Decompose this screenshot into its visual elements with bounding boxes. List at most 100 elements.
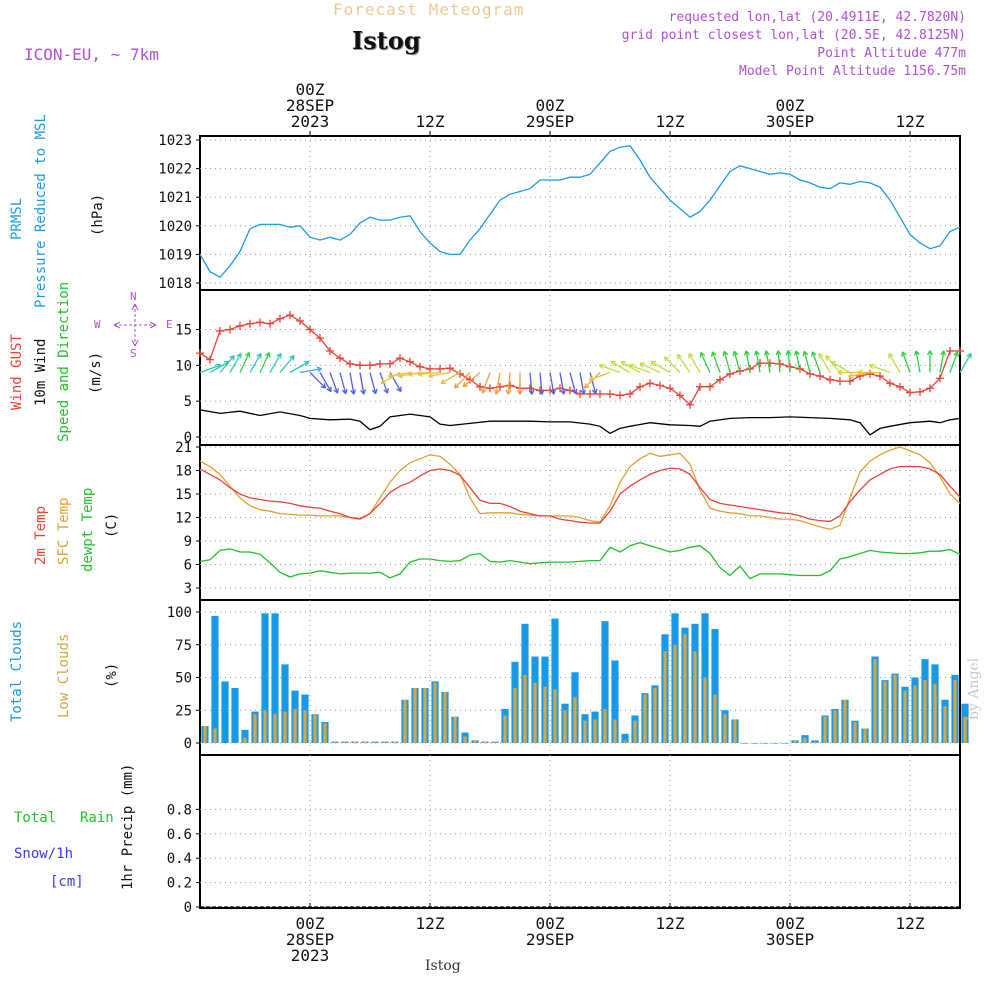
wind-arrow-head (528, 389, 535, 395)
wind-arrow-head (407, 371, 413, 378)
low-cloud-bar (273, 714, 277, 743)
wind-direction-arrow (949, 351, 959, 373)
wind-arrow-head (397, 372, 404, 379)
y-tick-label: 15 (175, 487, 192, 503)
wind-direction-arrow (676, 354, 691, 373)
y-tick-label: 12 (175, 511, 192, 527)
total-cloud-bar (741, 743, 749, 744)
station-title: Istog (352, 26, 421, 55)
wind10m-line (199, 409, 961, 436)
wind-direction-arrow (309, 372, 327, 389)
wind-arrow-head (711, 351, 717, 357)
wind-arrow-head (517, 389, 523, 395)
low-cloud-bar (213, 728, 217, 743)
panel-frame-0 (199, 135, 961, 291)
low-cloud-bar (523, 674, 527, 743)
total-cloud-bar (771, 743, 779, 744)
total-cloud-bar (781, 743, 789, 744)
total-cloud-bar (231, 687, 239, 743)
y-tick-label: 0.2 (167, 876, 192, 892)
wind-arrow-head (676, 353, 683, 360)
wind-arrow-head (580, 389, 587, 395)
t2m-temp-line (199, 465, 961, 524)
wind-arrow-head (350, 389, 357, 395)
gust-marker (596, 390, 604, 398)
low-cloud-bar (583, 720, 587, 743)
low-cloud-bar (943, 706, 947, 743)
time-tick-label: 12Z (416, 914, 445, 933)
wind-direction-arrow (539, 372, 543, 395)
wind-arrow-head (453, 383, 460, 389)
wind-arrow-head (663, 356, 670, 362)
low-cloud-bar (813, 741, 817, 743)
grid-point-coords: grid point closest lon,lat (20.5E, 42.81… (621, 28, 966, 43)
wind-arrow-head (462, 381, 469, 388)
total-cloud-bar (221, 681, 229, 743)
wind-arrow-head (380, 378, 386, 385)
wind-arrow-head (550, 389, 557, 395)
gust-marker (636, 382, 644, 391)
gust-marker (346, 359, 354, 368)
time-tick-label: 2023 (291, 112, 330, 131)
low-cloud-bar (303, 710, 307, 743)
wind-direction-arrow (803, 351, 811, 373)
gust-marker (866, 369, 874, 378)
compass-south: S (130, 347, 137, 360)
low-cloud-bar (323, 723, 327, 743)
gust-marker (646, 379, 654, 388)
wind-arrow-head (793, 350, 800, 356)
y-tick-label: 6 (184, 558, 192, 574)
compass-east: E (166, 318, 173, 331)
model-altitude: Model Point Altitude 1156.75m (739, 64, 966, 79)
gust-marker (936, 374, 944, 383)
low-cloud-bar (333, 741, 337, 743)
low-cloud-bar (203, 725, 207, 743)
wind-direction-arrow (388, 371, 411, 377)
wind-direction-arrow (199, 364, 221, 374)
wind-arrow-head (538, 389, 545, 395)
wind-arrow-head (560, 389, 567, 395)
low-cloud-bar (453, 716, 457, 743)
wind-direction-arrow (589, 372, 597, 394)
gust-marker (406, 357, 414, 366)
wind-direction-arrow (755, 350, 761, 373)
low-cloud-bar (443, 691, 447, 743)
y-tick-label: 0.8 (167, 802, 192, 818)
wind-arrow-head (481, 388, 487, 394)
wind-arrow-head (953, 351, 959, 357)
y-tick-label: 18 (175, 464, 192, 480)
total-cloud-bar (621, 733, 629, 743)
time-tick-label: 00Z (536, 914, 565, 933)
wind-arrow-head (229, 355, 235, 361)
wind-arrow-head (417, 371, 423, 378)
gust-marker (686, 400, 694, 409)
wind-direction-arrow (219, 355, 235, 373)
wind-arrow-head (927, 350, 933, 356)
gust-marker (396, 354, 404, 363)
gust-marker (756, 359, 764, 368)
gust-marker (366, 361, 374, 370)
low-cloud-bar (953, 680, 957, 743)
low-cloud-bar (563, 710, 567, 743)
low-cloud-bar (403, 699, 407, 743)
wind-arrow-head (913, 350, 920, 356)
compass-west: W (94, 318, 101, 331)
gust-marker (386, 359, 394, 368)
wind-direction-arrow (229, 353, 242, 373)
y-tick-label: 1018 (158, 276, 192, 292)
time-tick-label: 00Z (296, 914, 325, 933)
low-cloud-bar (363, 741, 367, 743)
gust-marker (716, 375, 724, 384)
gust-marker (256, 318, 264, 327)
gust-marker (956, 347, 964, 355)
gust-marker (666, 384, 674, 393)
gust-marker (656, 381, 664, 390)
wind-direction-arrow (765, 350, 771, 373)
y-tick-label: 1022 (158, 162, 192, 178)
wind-direction-arrow (579, 372, 585, 395)
y-tick-label: 3 (184, 581, 192, 597)
time-tick-label: 29SEP (526, 930, 574, 949)
low-cloud-bar (493, 741, 497, 743)
wind-arrow-head (244, 352, 251, 358)
